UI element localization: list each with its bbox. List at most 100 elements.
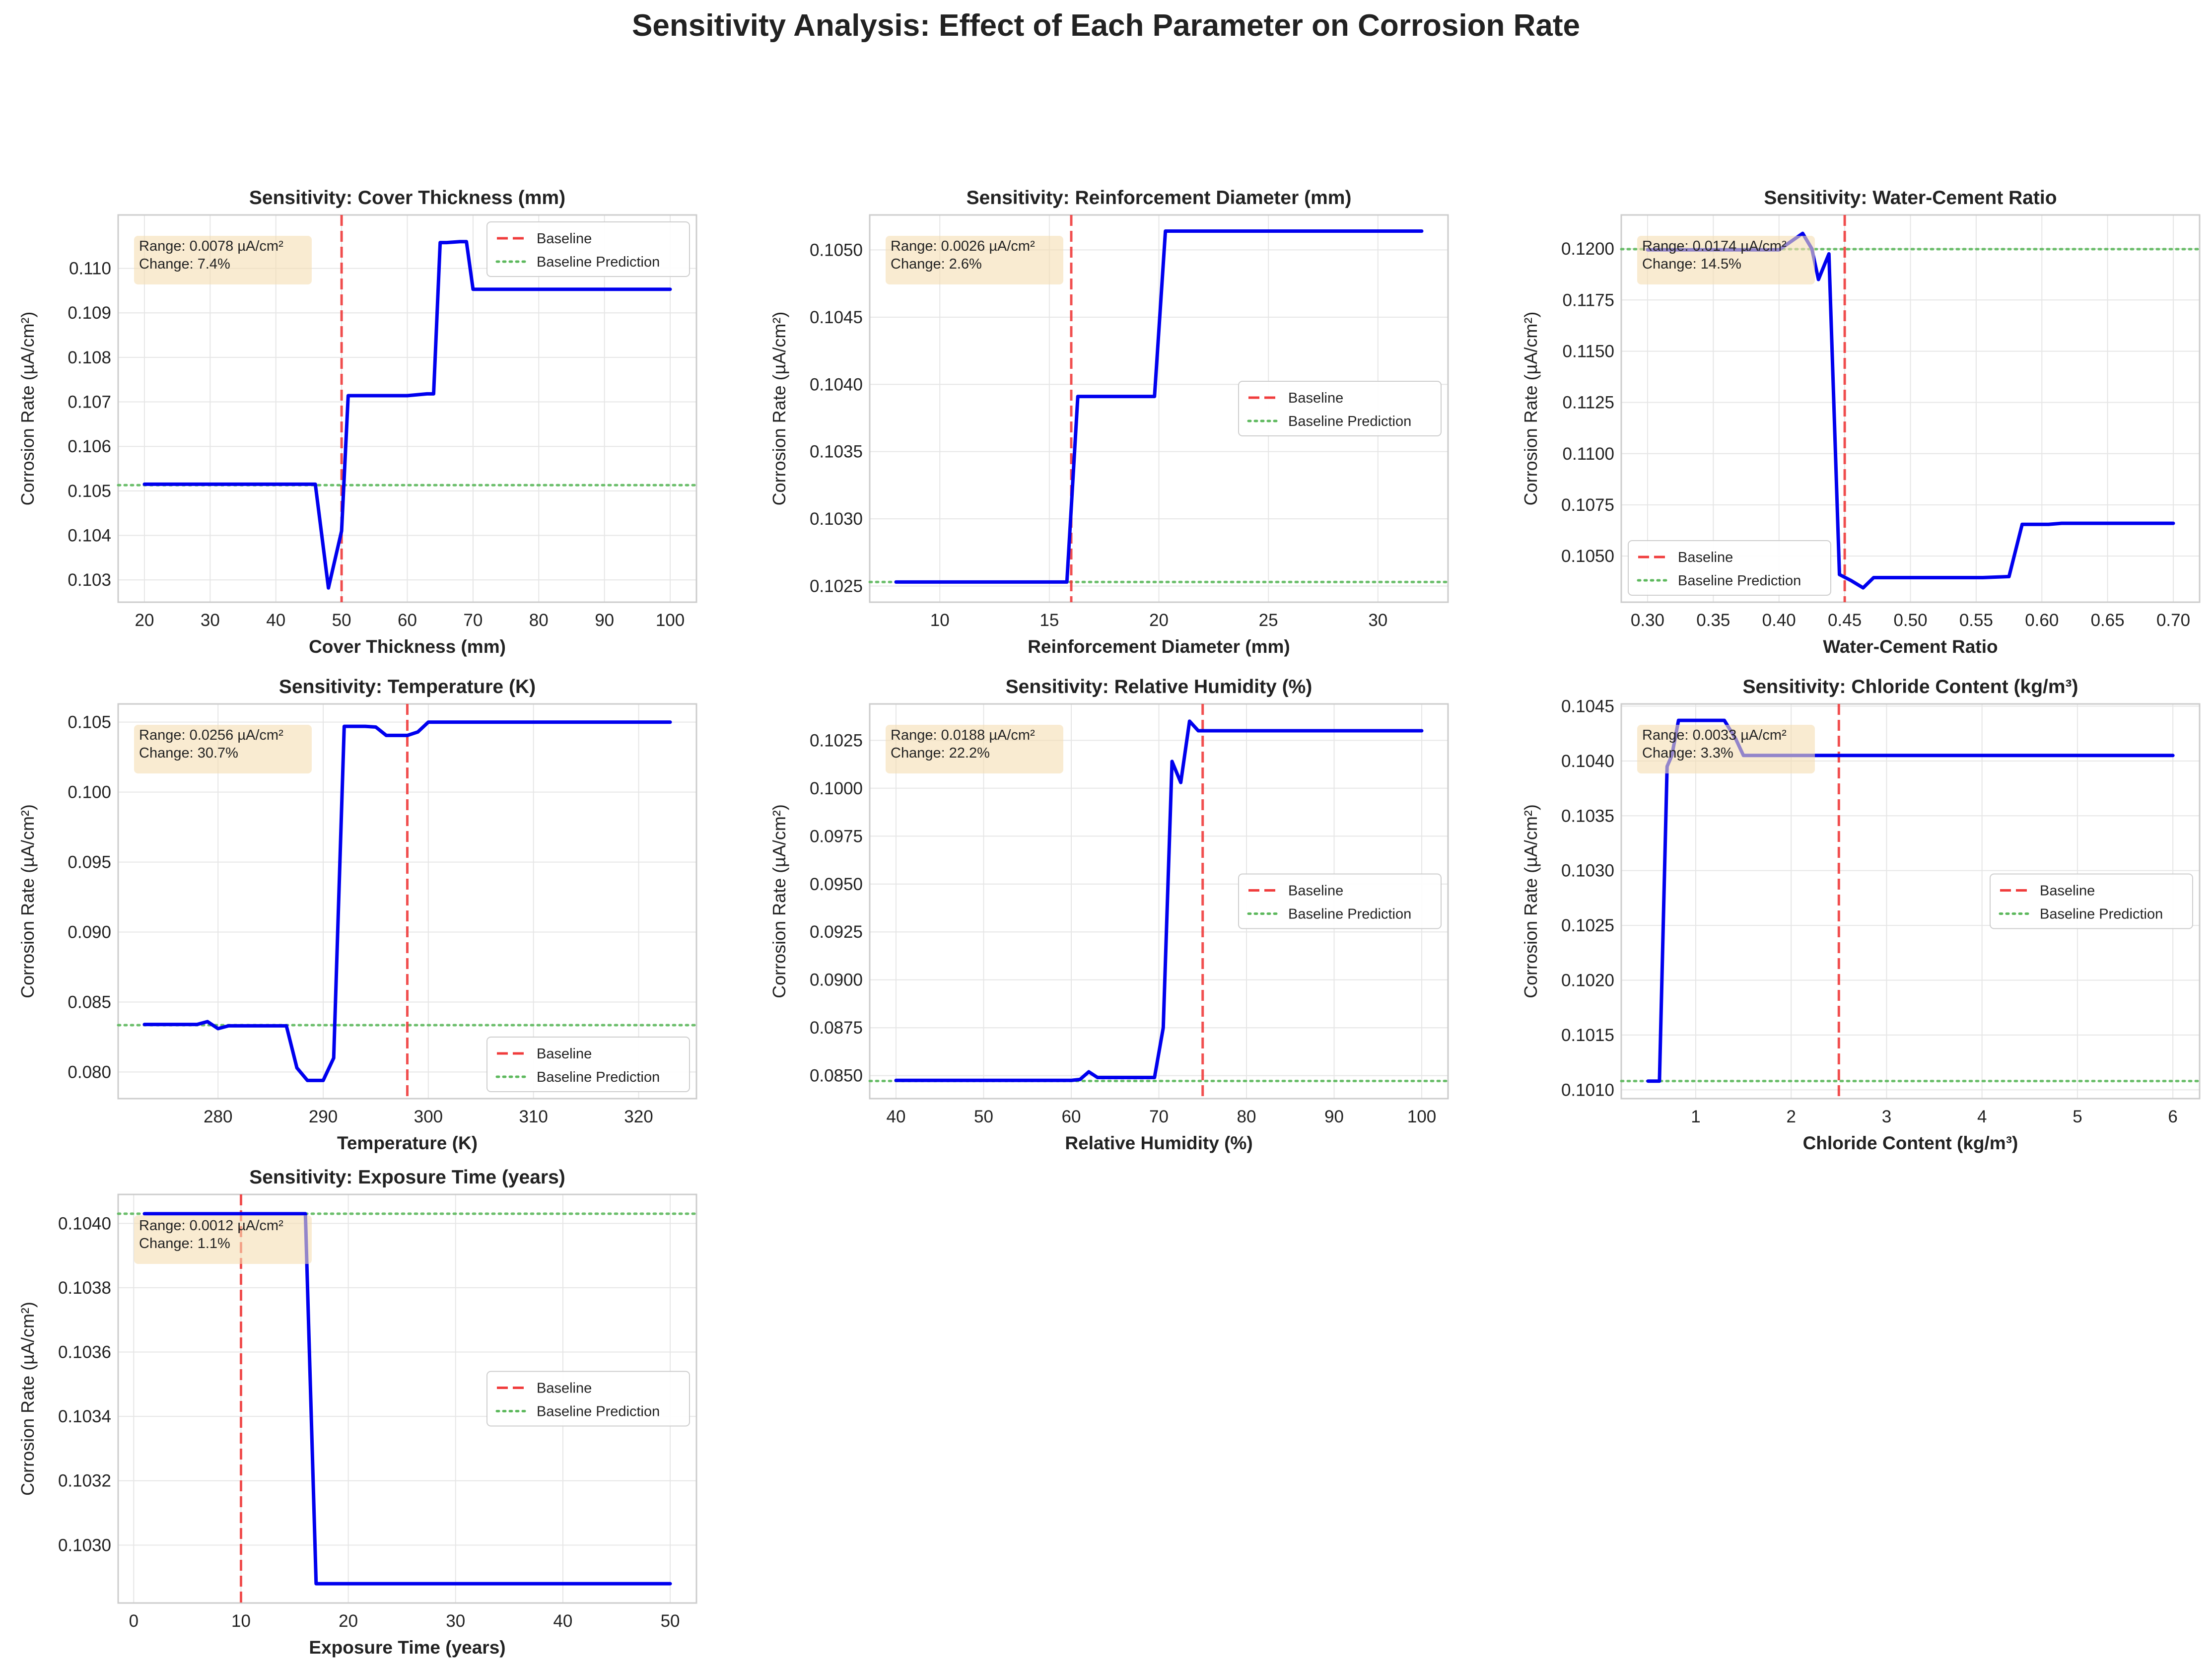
x-tick-label: 0.65 [2091, 611, 2125, 630]
legend-prediction-label: Baseline Prediction [537, 1404, 660, 1420]
y-tick-label: 0.1100 [1563, 444, 1614, 464]
y-tick-label: 0.0900 [810, 971, 863, 990]
annotation-box [886, 725, 1063, 773]
chart-panel-7: 0 10 20 30 40 50 0.1030 0.1032 0.1034 0.1036 0.103… [17, 1167, 698, 1658]
chart-panel-1: 20 30 40 50 60 70 80 90 100 0.103 0.104 0.105 0.106 0… [17, 187, 698, 657]
x-tick-label: 90 [595, 611, 614, 630]
y-axis-label: Corrosion Rate (µA/cm²) [17, 1302, 38, 1496]
legend-baseline-label: Baseline [1288, 390, 1343, 406]
y-tick-label: 0.1035 [810, 442, 863, 462]
x-tick-label: 60 [398, 611, 417, 630]
plot-frame [117, 1193, 697, 1604]
y-tick-label: 0.105 [68, 713, 111, 732]
y-axis-label: Corrosion Rate (µA/cm²) [769, 312, 789, 506]
x-tick-label: 80 [1237, 1107, 1256, 1126]
y-tick-label: 0.1015 [1561, 1026, 1614, 1045]
chart-title: Sensitivity: Water-Cement Ratio [1764, 187, 2057, 209]
y-tick-label: 0.1035 [1561, 806, 1614, 826]
annotation-range: Range: 0.0174 µA/cm² [1642, 238, 1787, 254]
y-axis-label: Corrosion Rate (µA/cm²) [17, 804, 38, 998]
x-tick-label: 80 [529, 611, 549, 630]
legend-prediction-label: Baseline Prediction [1288, 906, 1411, 922]
x-tick-label: 0 [129, 1611, 138, 1631]
y-axis-label: Corrosion Rate (µA/cm²) [1521, 312, 1541, 506]
y-tick-label: 0.107 [68, 393, 111, 412]
y-tick-label: 0.110 [69, 259, 111, 279]
x-tick-label: 30 [446, 1611, 465, 1631]
plot-frame [869, 214, 1449, 603]
series-line [142, 240, 672, 590]
legend: Baseline Baseline Prediction [486, 1037, 690, 1092]
y-tick-label: 0.100 [68, 783, 111, 802]
chart-panel-5: 40 50 60 70 80 90 100 0.0850 0.0875 0.0900 0.0925 0… [769, 676, 1450, 1153]
x-tick-label: 0.50 [1893, 611, 1927, 630]
x-tick-label: 20 [135, 611, 154, 630]
x-tick-label: 70 [1149, 1107, 1169, 1126]
chart-panel-3: 0.30 0.35 0.40 0.45 0.50 0.55 0.60 0.65 0.70 0.10… [1521, 187, 2201, 657]
legend: Baseline Baseline Prediction [1238, 873, 1442, 929]
x-tick-label: 280 [204, 1107, 232, 1126]
legend-box [486, 221, 690, 277]
chart-title: Sensitivity: Chloride Content (kg/m³) [1742, 676, 2078, 697]
chart-title: Sensitivity: Temperature (K) [279, 676, 536, 697]
y-tick-label: 0.0925 [810, 922, 863, 942]
x-tick-label: 50 [661, 1611, 680, 1631]
y-tick-label: 0.1030 [810, 509, 863, 529]
x-tick-label: 1 [1691, 1107, 1700, 1126]
y-tick-label: 0.1025 [1561, 916, 1614, 935]
x-tick-label: 50 [332, 611, 351, 630]
x-tick-label: 25 [1259, 611, 1278, 630]
legend: Baseline Baseline Prediction [1238, 381, 1442, 436]
y-tick-label: 0.109 [68, 303, 111, 323]
x-tick-label: 10 [930, 611, 950, 630]
legend-prediction-label: Baseline Prediction [537, 254, 660, 270]
annotation-range: Range: 0.0078 µA/cm² [139, 238, 283, 254]
annotation-range: Range: 0.0026 µA/cm² [891, 238, 1035, 254]
legend: Baseline Baseline Prediction [486, 1371, 690, 1427]
x-tick-label: 0.40 [1762, 611, 1796, 630]
y-tick-label: 0.090 [68, 923, 111, 942]
y-tick-label: 0.1020 [1561, 971, 1614, 990]
legend-baseline-label: Baseline [537, 1046, 592, 1062]
chart-title: Sensitivity: Exposure Time (years) [249, 1167, 565, 1188]
annotation-box [1637, 725, 1815, 773]
x-tick-label: 3 [1882, 1107, 1891, 1126]
x-tick-label: 40 [266, 611, 285, 630]
legend-prediction-label: Baseline Prediction [1678, 573, 1801, 589]
x-tick-label: 4 [1977, 1107, 1987, 1126]
legend-box [1238, 381, 1442, 436]
y-tick-label: 0.1025 [810, 731, 863, 750]
y-tick-label: 0.1010 [1561, 1080, 1614, 1100]
annotation-change: Change: 22.2% [891, 745, 990, 761]
y-tick-label: 0.0875 [810, 1018, 863, 1038]
x-tick-label: 0.70 [2156, 611, 2190, 630]
y-tick-label: 0.1075 [1561, 495, 1614, 515]
y-tick-label: 0.108 [68, 348, 111, 367]
annotation-range: Range: 0.0012 µA/cm² [139, 1218, 283, 1234]
legend-box [1238, 873, 1442, 929]
y-tick-label: 0.1040 [810, 375, 863, 394]
annotation-change: Change: 30.7% [139, 745, 238, 761]
plot-frame [1620, 214, 2201, 603]
x-tick-label: 50 [974, 1107, 993, 1126]
y-tick-label: 0.1000 [810, 779, 863, 798]
y-tick-label: 0.105 [68, 482, 111, 501]
y-tick-label: 0.1030 [1561, 861, 1614, 881]
y-tick-label: 0.1038 [58, 1278, 111, 1298]
y-tick-label: 0.0975 [810, 827, 863, 846]
x-tick-label: 0.55 [1959, 611, 1993, 630]
plot-frame [869, 703, 1449, 1100]
legend-baseline-label: Baseline [1678, 550, 1733, 565]
legend: Baseline Baseline Prediction [1990, 873, 2193, 929]
annotation-range: Range: 0.0033 µA/cm² [1642, 727, 1787, 743]
chart-panel-4: 280 290 300 310 320 0.080 0.085 0.090 0.095 0.100… [17, 676, 698, 1153]
annotation-box [134, 236, 312, 284]
x-tick-label: 0.30 [1631, 611, 1664, 630]
y-tick-label: 0.1175 [1563, 290, 1614, 310]
x-tick-label: 310 [519, 1107, 548, 1126]
annotation-range: Range: 0.0188 µA/cm² [891, 727, 1035, 743]
series-line [894, 229, 1424, 584]
legend-box [486, 1371, 690, 1427]
y-tick-label: 0.1032 [58, 1471, 111, 1491]
